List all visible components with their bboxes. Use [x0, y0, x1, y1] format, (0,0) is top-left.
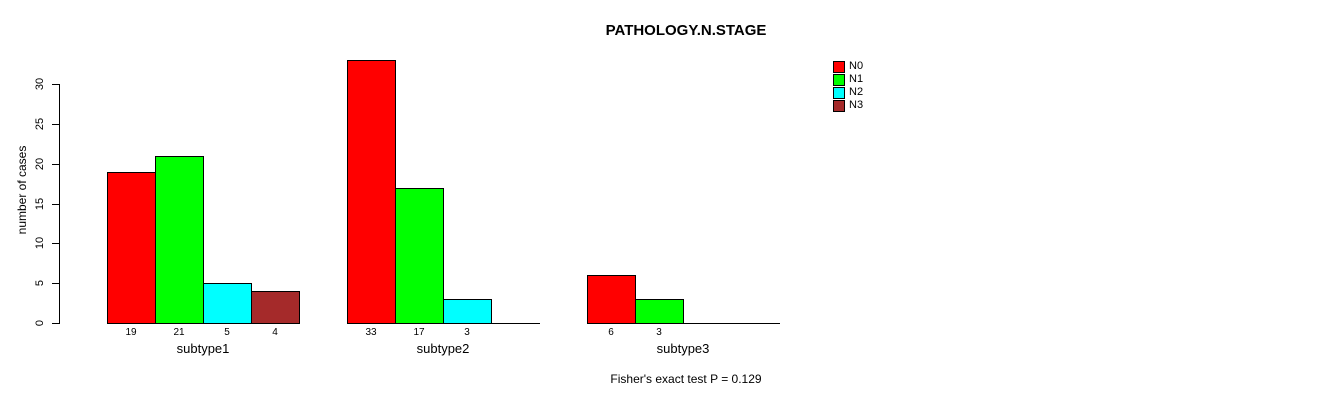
bar-N3-subtype1: [251, 291, 300, 324]
bar-value-label: 5: [224, 327, 230, 338]
category-label-subtype1: subtype1: [176, 341, 230, 356]
legend-swatch-N0: [833, 61, 845, 73]
y-tick-label: 15: [34, 197, 46, 211]
bar-value-label: 3: [464, 327, 470, 338]
bar-N2-subtype2: [443, 299, 492, 324]
y-tick-label: 20: [34, 157, 46, 171]
legend-label-N1: N1: [849, 73, 864, 85]
y-axis-label: number of cases: [15, 145, 29, 235]
category-label-subtype2: subtype2: [416, 341, 470, 356]
y-tick-mark: [52, 124, 59, 125]
y-tick-mark: [52, 204, 59, 205]
y-tick-mark: [52, 323, 59, 324]
bar-N1-subtype3: [635, 299, 684, 324]
y-tick-label: 10: [34, 236, 46, 250]
legend-swatch-N1: [833, 74, 845, 86]
bar-N0-subtype1: [107, 172, 156, 324]
y-tick-label: 0: [34, 319, 46, 327]
y-tick-label: 25: [34, 117, 46, 131]
y-tick-mark: [52, 164, 59, 165]
y-tick-mark: [52, 283, 59, 284]
legend-swatch-N3: [833, 100, 845, 112]
bar-value-label: 19: [125, 327, 137, 338]
y-tick-label: 30: [34, 77, 46, 91]
chart-title: PATHOLOGY.N.STAGE: [605, 22, 767, 39]
bar-N1-subtype1: [155, 156, 204, 324]
y-axis-line: [59, 84, 60, 324]
legend-label-N3: N3: [849, 99, 864, 111]
bar-N1-subtype2: [395, 188, 444, 324]
bar-N0-subtype2: [347, 60, 396, 324]
bar-value-label: 21: [173, 327, 185, 338]
bar-value-label: 6: [608, 327, 614, 338]
y-tick-label: 5: [34, 279, 46, 287]
annotation-fisher-test: Fisher's exact test P = 0.129: [610, 372, 762, 386]
bar-value-label: 3: [656, 327, 662, 338]
legend-swatch-N2: [833, 87, 845, 99]
legend-label-N0: N0: [849, 60, 864, 72]
bar-value-label: 17: [413, 327, 425, 338]
y-tick-mark: [52, 84, 59, 85]
bar-N0-subtype3: [587, 275, 636, 324]
legend-label-N2: N2: [849, 86, 864, 98]
bar-value-label: 33: [365, 327, 377, 338]
y-tick-mark: [52, 243, 59, 244]
bar-N2-subtype1: [203, 283, 252, 324]
bar-value-label: 4: [272, 327, 278, 338]
category-label-subtype3: subtype3: [656, 341, 710, 356]
